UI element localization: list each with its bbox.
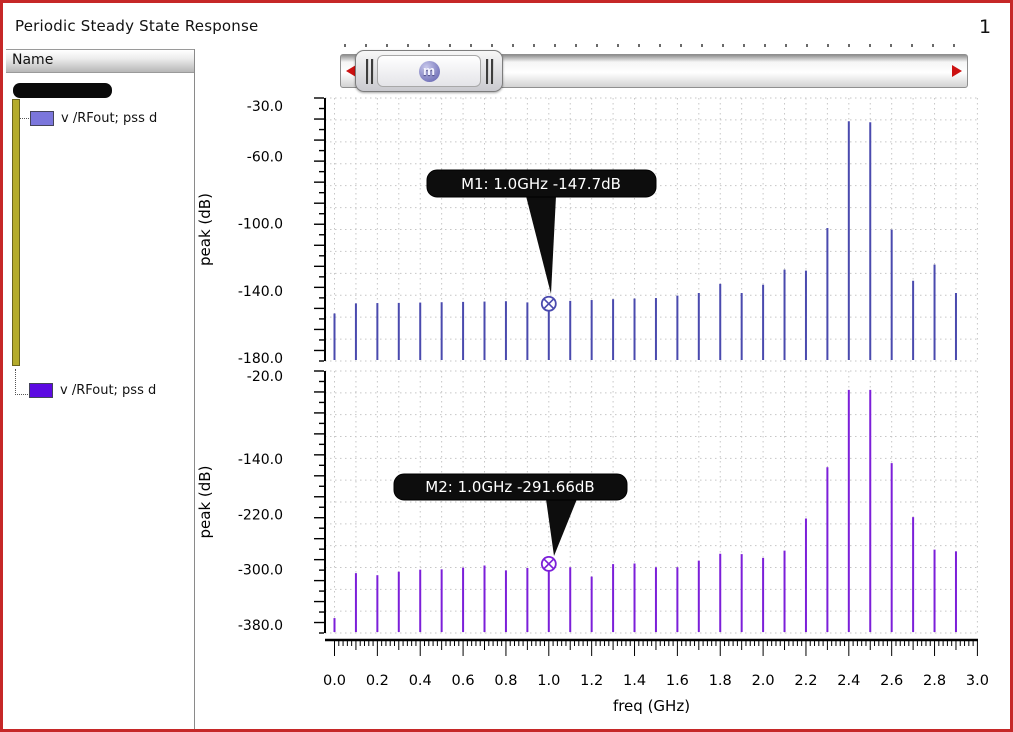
trace2-label[interactable]: v /RFout; pss d (60, 383, 157, 398)
redacted-signal-name (13, 83, 112, 98)
trace1-label[interactable]: v /RFout; pss d (61, 111, 158, 126)
y-tick-label: -20.0 (247, 369, 283, 385)
x-tick-label: 2.0 (752, 673, 775, 689)
y-axis-title: peak (dB) (196, 193, 214, 266)
x-tick-label: 3.0 (966, 673, 989, 689)
y-tick-label: -300.0 (238, 563, 283, 579)
x-tick-label: 2.2 (794, 673, 817, 689)
y-tick-label: -180.0 (238, 351, 283, 367)
plot-canvas[interactable]: -30.0 -60.0 -100.0 -140.0 -180.0 peak (dB) M1:… (3, 3, 1013, 732)
slider-thumb[interactable]: m (355, 50, 503, 92)
x-tick-label: 2.6 (880, 673, 903, 689)
marker-label-text: M1: 1.0GHz -147.7dB (461, 175, 621, 193)
y-tick-label: -220.0 (238, 507, 283, 523)
y-tick-label: -100.0 (238, 217, 283, 233)
x-tick-label: 0.6 (452, 673, 475, 689)
y-tick-label: -60.0 (247, 149, 283, 165)
grip-handle-icon[interactable] (484, 59, 494, 84)
slider-left-arrow-icon[interactable] (346, 65, 356, 77)
zoom-slider-track[interactable]: m (340, 50, 968, 92)
x-tick-label: 2.8 (923, 673, 946, 689)
x-tick-label: 1.8 (709, 673, 732, 689)
x-axis-title: freq (GHz) (613, 697, 690, 715)
signal-sidebar: Name v /RFout; pss d v /RFout; pss d (6, 49, 195, 729)
x-tick-label: 2.4 (837, 673, 860, 689)
marker-label-m2[interactable]: M2: 1.0GHz -291.66dB (393, 473, 628, 556)
trace-group-bar (12, 99, 20, 366)
stem-series (333, 389, 957, 632)
x-tick-label: 1.6 (666, 673, 689, 689)
marker-label-text: M2: 1.0GHz -291.66dB (425, 478, 594, 496)
x-tick-label: 0.8 (494, 673, 517, 689)
slider-right-arrow-icon[interactable] (952, 65, 962, 77)
marker-label-m1[interactable]: M1: 1.0GHz -147.7dB (426, 169, 657, 294)
y-tick-label: -30.0 (247, 99, 283, 115)
plot-1: -30.0 -60.0 -100.0 -140.0 -180.0 peak (dB) M1:… (196, 97, 978, 367)
grip-handle-icon[interactable] (364, 59, 374, 84)
m-badge-icon: m (418, 60, 440, 82)
y-axis-title: peak (dB) (196, 466, 214, 539)
marker-m1[interactable] (540, 295, 557, 312)
x-tick-label: 0.2 (366, 673, 389, 689)
y-tick-label: -140.0 (238, 452, 283, 468)
trace1-color-swatch[interactable] (30, 111, 54, 126)
x-tick-label: 1.2 (580, 673, 603, 689)
slider-ruler-ticks (344, 44, 968, 47)
sidebar-name-header[interactable]: Name (6, 49, 194, 73)
y-tick-label: -380.0 (238, 618, 283, 634)
x-tick-label: 0.4 (409, 673, 432, 689)
slider-thumb-panel[interactable]: m (377, 55, 481, 87)
x-tick-label: 1.0 (537, 673, 560, 689)
page-number: 1 (979, 16, 992, 38)
trace2-color-swatch[interactable] (29, 383, 53, 398)
grid-dotted (325, 370, 978, 634)
x-tick-label: 1.4 (623, 673, 646, 689)
marker-m2[interactable] (540, 555, 557, 572)
legend-item-trace1[interactable]: v /RFout; pss d (30, 111, 157, 126)
y-tick-label: -140.0 (238, 284, 283, 300)
tree-connector (20, 118, 33, 120)
window-title: Periodic Steady State Response (15, 17, 259, 35)
grid-dotted (325, 97, 978, 362)
plot-2: -20.0 -140.0 -220.0 -300.0 -380.0 peak (dB) M2… (196, 369, 978, 634)
x-axis: 0.0 0.2 0.4 0.6 0.8 1.0 1.2 1.4 1.6 1.8 2.0 2.2 2.4 2… (323, 638, 989, 715)
tree-connector (15, 369, 30, 395)
stem-series (333, 121, 957, 360)
legend-item-trace2[interactable]: v /RFout; pss d (29, 383, 156, 398)
x-tick-label: 0.0 (323, 673, 346, 689)
